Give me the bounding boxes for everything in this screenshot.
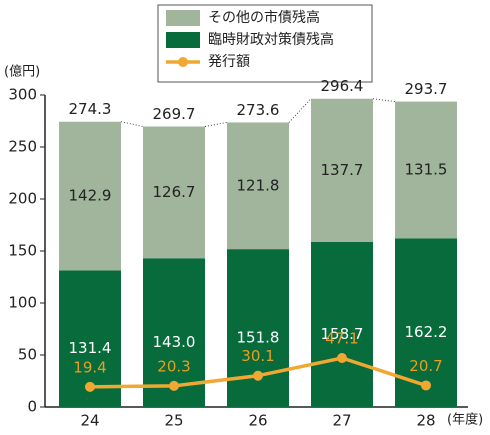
bar-segment [227, 122, 289, 250]
value-label: 143.0 [153, 333, 196, 351]
y-tick-label: 300 [8, 86, 37, 104]
y-unit: (億円) [4, 64, 40, 80]
bar-segment [59, 121, 121, 271]
value-label: 162.2 [405, 323, 448, 341]
value-label: 142.9 [69, 187, 112, 205]
connector [120, 121, 144, 128]
x-unit: (年度) [447, 412, 483, 428]
connector [204, 121, 228, 128]
bar-segment [311, 98, 373, 242]
value-label: 158.7 [321, 325, 364, 343]
x-tick-label: 28 [416, 412, 435, 430]
total-label: 274.3 [69, 100, 112, 118]
legend-swatch [166, 10, 200, 26]
x-tick-label: 26 [248, 412, 267, 430]
point [253, 370, 263, 381]
point [337, 353, 347, 364]
x-tick-label: 24 [80, 412, 99, 430]
value-label: 151.8 [237, 329, 280, 347]
legend-label: 発行額 [208, 54, 250, 70]
bar-segment [143, 126, 205, 259]
point [421, 380, 431, 391]
total-label: 273.6 [237, 101, 280, 119]
bar-segment [311, 241, 373, 407]
value-label: 137.7 [321, 161, 364, 179]
y-tick-label: 50 [18, 346, 37, 364]
value-label: 47.1 [325, 330, 358, 348]
x-tick-label: 27 [332, 412, 351, 430]
value-label: 30.1 [241, 347, 274, 365]
connector [372, 98, 396, 103]
point [169, 380, 179, 391]
y-tick-label: 250 [8, 138, 37, 156]
legend-label: 臨時財政対策債残高 [208, 31, 334, 48]
value-label: 126.7 [153, 183, 196, 201]
legend-marker [178, 57, 188, 67]
legend-swatch [166, 32, 200, 48]
value-label: 20.3 [157, 357, 190, 375]
bar-segment [395, 101, 457, 239]
y-tick-label: 0 [27, 398, 37, 416]
value-label: 131.4 [69, 339, 112, 357]
value-label: 19.4 [73, 358, 106, 376]
total-label: 293.7 [405, 80, 448, 98]
total-label: 296.4 [321, 77, 364, 95]
value-label: 131.5 [405, 160, 448, 178]
legend-label: その他の市債残高 [208, 9, 320, 26]
y-tick-label: 150 [8, 242, 37, 260]
y-tick-label: 100 [8, 294, 37, 312]
value-label: 20.7 [409, 357, 442, 375]
total-label: 269.7 [153, 105, 196, 123]
point [85, 381, 95, 392]
y-tick-label: 200 [8, 190, 37, 208]
connector [288, 98, 312, 123]
x-tick-label: 25 [164, 412, 183, 430]
value-label: 121.8 [237, 176, 280, 194]
